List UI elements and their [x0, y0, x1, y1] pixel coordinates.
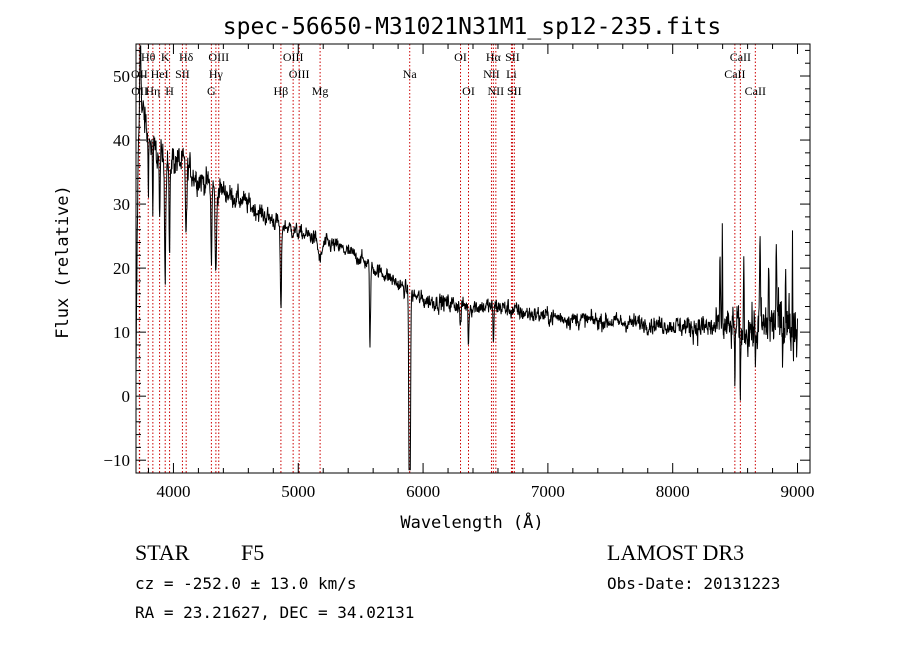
- y-axis-label: Flux (relative): [53, 185, 73, 339]
- y-tick-label: 50: [113, 67, 130, 86]
- spectral-line-label: H: [165, 84, 174, 98]
- spectrum-line: [135, 45, 798, 471]
- spectral-line-label: SII: [505, 50, 520, 64]
- spectral-line-label: NII: [488, 84, 505, 98]
- spectral-line-label: Hα: [486, 50, 502, 64]
- spectral-line-markers: [138, 44, 756, 473]
- spectral-line-label: OI: [462, 84, 475, 98]
- y-tick-label: 40: [113, 131, 130, 150]
- spectral-line-label: Hη: [145, 84, 160, 98]
- obs-date: Obs-Date: 20131223: [607, 574, 781, 593]
- chart-title: spec-56650-M31021N31M1_sp12-235.fits: [223, 14, 722, 40]
- survey-name: LAMOST DR3: [607, 540, 745, 565]
- x-axis: 4000 5000 6000 7000 8000 9000: [147, 44, 815, 501]
- spectral-line-label: SII: [507, 84, 522, 98]
- spectral-line-label: OIII: [208, 50, 229, 64]
- spectral-line-label: HeI: [151, 67, 169, 81]
- spectral-line-label: Hγ: [209, 67, 224, 81]
- spectral-line-label: Li: [506, 67, 517, 81]
- y-tick-label: 10: [113, 323, 130, 342]
- spectral-line-label: Mg: [312, 84, 329, 98]
- object-subclass: F5: [241, 540, 265, 565]
- plot-frame: [135, 43, 811, 474]
- spectral-line-label: OIII: [283, 50, 304, 64]
- spectral-line-label: Hβ: [274, 84, 289, 98]
- x-tick-label: 5000: [281, 482, 315, 501]
- spectral-line-label: OIII: [289, 67, 310, 81]
- spectral-line-label: Na: [403, 67, 418, 81]
- x-tick-label: 8000: [656, 482, 690, 501]
- spectral-line-label: OI: [454, 50, 467, 64]
- y-tick-label: 20: [113, 259, 130, 278]
- spectral-line-label: Hδ: [179, 50, 194, 64]
- x-tick-label: 6000: [406, 482, 440, 501]
- spectrum-chart: spec-56650-M31021N31M1_sp12-235.fits Hθ K…: [53, 14, 815, 533]
- spectral-line-label: NII: [483, 67, 500, 81]
- y-tick-label: 30: [113, 195, 130, 214]
- x-tick-label: 9000: [781, 482, 815, 501]
- y-tick-label: −10: [103, 451, 130, 470]
- x-tick-label: 4000: [156, 482, 190, 501]
- spectral-line-label: K: [161, 50, 170, 64]
- spectral-line-label: G: [207, 84, 216, 98]
- coordinates: RA = 23.21627, DEC = 34.02131: [135, 603, 415, 622]
- spectral-line-label: SII: [175, 67, 190, 81]
- x-tick-label: 7000: [531, 482, 565, 501]
- y-tick-label: 0: [122, 387, 131, 406]
- spectral-line-label: CaII: [730, 50, 751, 64]
- spectral-line-label: CaII: [724, 67, 745, 81]
- y-axis: −10 0 10 20 30 40 50: [103, 49, 810, 470]
- spectral-line-label: Hθ: [141, 50, 156, 64]
- object-class: STAR: [135, 540, 190, 565]
- x-axis-label: Wavelength (Å): [400, 511, 543, 533]
- redshift-readout: cz = -252.0 ± 13.0 km/s: [135, 574, 357, 593]
- spectral-line-label: CaII: [745, 84, 766, 98]
